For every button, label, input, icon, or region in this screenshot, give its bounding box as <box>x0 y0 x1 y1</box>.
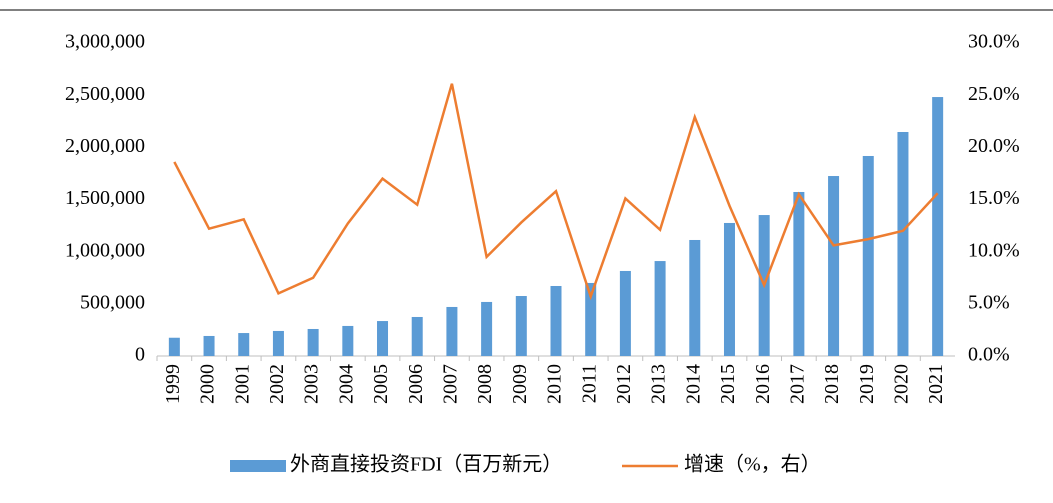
y2-tick-label: 20.0% <box>968 135 1020 157</box>
bar <box>897 131 909 356</box>
bar <box>307 328 319 356</box>
x-tick-label: 2013 <box>648 364 670 404</box>
bar <box>550 285 562 356</box>
x-tick-label: 2005 <box>370 364 392 404</box>
y2-tick-label: 5.0% <box>968 291 1010 313</box>
x-tick-label: 2003 <box>301 364 323 404</box>
x-tick-label: 2000 <box>197 364 219 404</box>
bar <box>862 155 874 356</box>
x-tick-label: 2012 <box>613 364 635 404</box>
bar <box>377 321 389 356</box>
bar <box>619 270 631 356</box>
bar <box>411 316 423 356</box>
bar <box>585 282 597 356</box>
y-tick-label: 0 <box>135 344 145 366</box>
y-tick-label: 2,000,000 <box>65 135 145 157</box>
x-tick-label: 2020 <box>891 364 913 404</box>
y2-tick-label: 0.0% <box>968 344 1010 366</box>
x-tick-label: 2002 <box>266 364 288 404</box>
x-tick-label: 2009 <box>509 364 531 404</box>
y2-tick-label: 10.0% <box>968 239 1020 261</box>
x-tick-label: 2008 <box>474 364 496 404</box>
x-tick-label: 2014 <box>682 364 704 404</box>
x-tick-label: 2011 <box>578 364 600 403</box>
legend-label: 外商直接投资FDI（百万新元） <box>290 453 562 476</box>
y-tick-label: 3,000,000 <box>65 31 145 53</box>
x-tick-label: 2010 <box>544 364 566 404</box>
legend-label: 增速（%，右） <box>684 453 821 476</box>
bar <box>272 330 284 356</box>
y2-tick-label: 30.0% <box>968 31 1020 53</box>
bar <box>828 176 840 356</box>
bar <box>238 333 250 356</box>
y2-tick-label: 15.0% <box>968 187 1020 209</box>
legend-swatch <box>230 460 286 472</box>
y2-tick-label: 25.0% <box>968 83 1020 105</box>
bar <box>446 306 458 356</box>
x-tick-label: 2004 <box>335 364 357 404</box>
bar <box>168 337 180 356</box>
x-tick-label: 2016 <box>752 364 774 404</box>
y-tick-label: 500,000 <box>80 291 145 313</box>
bar <box>342 325 354 356</box>
bar <box>481 301 493 356</box>
x-tick-label: 2017 <box>786 364 808 404</box>
x-tick-label: 2006 <box>405 364 427 404</box>
bar <box>203 335 215 356</box>
bar <box>932 97 944 356</box>
x-tick-label: 2001 <box>231 364 253 404</box>
x-tick-label: 2021 <box>925 364 947 404</box>
bar <box>793 191 805 356</box>
bar <box>689 239 701 356</box>
x-tick-label: 2019 <box>856 364 878 404</box>
bar <box>515 296 527 356</box>
x-tick-label: 1999 <box>162 364 184 404</box>
bar <box>723 222 735 356</box>
line <box>173 83 939 301</box>
y-tick-label: 1,000,000 <box>65 239 145 261</box>
y-tick-label: 1,500,000 <box>65 187 145 209</box>
x-tick-label: 2007 <box>440 364 462 404</box>
x-tick-label: 2015 <box>717 364 739 404</box>
bar <box>654 261 666 356</box>
x-tick-label: 2018 <box>821 364 843 404</box>
y-tick-label: 2,500,000 <box>65 83 145 105</box>
